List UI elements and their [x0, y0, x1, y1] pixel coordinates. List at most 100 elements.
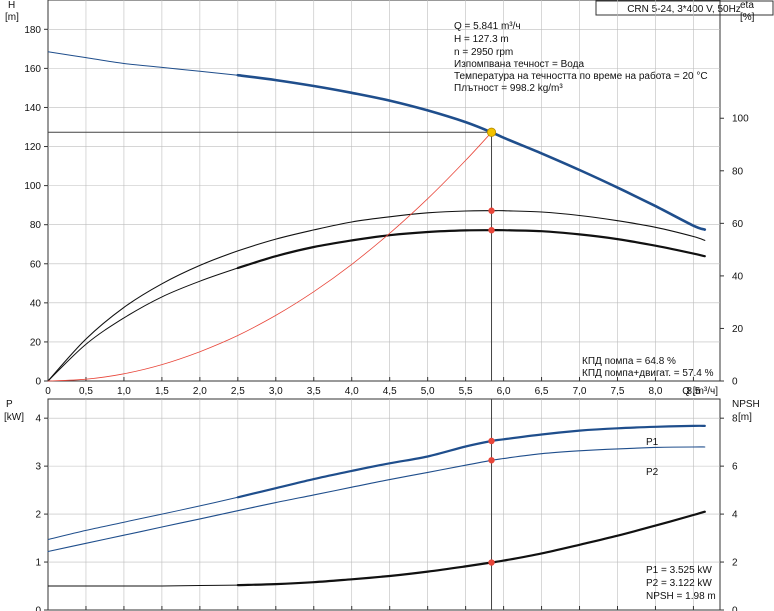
top-x-tick-label: 1,0	[117, 386, 131, 397]
series-npsh-thin	[47, 584, 238, 587]
top-x-tick-label: 1,5	[155, 386, 169, 397]
top-right-tick-label: 20	[732, 324, 744, 335]
top-x-tick-label: 5,0	[421, 386, 435, 397]
top-right-tick-label: 80	[732, 166, 744, 177]
duty-point-p1	[488, 437, 495, 445]
bottom-right-tick-label: 8	[732, 414, 738, 425]
info-eta-pump: КПД помпа = 64.8 %	[582, 356, 676, 367]
duty-point-eta-pump	[488, 207, 495, 214]
top-plot-area: 0 20 40 60 80 100 120 140 160 180 0 20 40 60 80 100 0 0,5…	[24, 0, 749, 397]
info-n: n = 2950 rpm	[454, 47, 513, 58]
bottom-left-tick-label: 3	[35, 462, 41, 473]
power-info: P1 = 3.525 kW P2 = 3.122 kW NPSH = 1.98 …	[646, 565, 716, 602]
top-right-axis-unit: [%]	[740, 12, 755, 23]
top-right-tick-label: 100	[732, 114, 749, 125]
top-x-tick-label: 4,0	[345, 386, 359, 397]
top-x-tick-label: 2,0	[193, 386, 207, 397]
bottom-left-tick-label: 1	[35, 558, 41, 569]
bottom-left-tick-label: 0	[35, 606, 41, 611]
top-right-tick-label: 0	[732, 377, 738, 388]
series-label-p2: P2	[646, 467, 659, 478]
top-left-tick-label: 140	[24, 103, 41, 114]
top-left-tick-label: 0	[35, 377, 41, 388]
top-x-tick-label: 3,5	[307, 386, 321, 397]
top-plot-frame	[47, 0, 721, 382]
top-left-axis-title: H	[8, 0, 15, 11]
series-system	[47, 131, 492, 382]
top-x-tick-label: 5,5	[459, 386, 473, 397]
duty-point-head	[486, 127, 497, 137]
top-x-tick-label: 0,5	[79, 386, 93, 397]
top-gridlines	[48, 0, 720, 381]
series-eta_pump	[47, 210, 706, 382]
efficiency-info: КПД помпа = 64.8 % КПД помпа+двигат. = 5…	[582, 356, 714, 379]
top-left-tick-label: 120	[24, 142, 41, 153]
bottom-operating-point	[488, 399, 495, 610]
top-right-axis-title: eta	[740, 0, 754, 11]
title-box	[595, 0, 774, 16]
top-left-tick-label: 100	[24, 181, 41, 192]
info-liquid: Изпомпвана течност = Вода	[454, 59, 584, 70]
info-q: Q = 5.841 m³/ч	[454, 21, 521, 32]
operating-info: Q = 5.841 m³/ч H = 127.3 m n = 2950 rpm …	[454, 21, 708, 94]
top-left-tick-label: 60	[30, 259, 42, 270]
top-left-tick-label: 80	[30, 220, 42, 231]
series-h-thin	[47, 51, 238, 76]
top-x-tick-label: 7,5	[611, 386, 625, 397]
bottom-left-tick-label: 4	[35, 414, 41, 425]
top-x-tick-label: 8,5	[686, 386, 700, 397]
top-x-tick-label: 6,5	[535, 386, 549, 397]
top-right-tick-label: 40	[732, 271, 744, 282]
bottom-left-tick-label: 2	[35, 510, 41, 521]
bottom-plot-area: 0 1 2 3 4 0 2 4 6 8	[35, 398, 738, 611]
top-x-tick-label: 3,0	[269, 386, 283, 397]
top-x-tick-label: 6,0	[497, 386, 511, 397]
series-p1	[236, 424, 706, 499]
info-eta-total: КПД помпа+двигат. = 57.4 %	[582, 368, 714, 379]
top-left-tick-label: 160	[24, 64, 41, 75]
top-x-tick-label: 8,0	[649, 386, 663, 397]
top-left-tick-label: 180	[24, 25, 41, 36]
info-p2: P2 = 3.122 kW	[646, 578, 712, 589]
duty-point-p2	[488, 457, 495, 464]
info-p1: P1 = 3.525 kW	[646, 565, 712, 576]
series-label-p1: P1	[646, 437, 659, 448]
top-series	[47, 51, 707, 382]
bottom-right-axis-unit: [m]	[738, 412, 752, 423]
bottom-left-axis-title: P	[6, 399, 13, 410]
top-axis-ticks: 0 20 40 60 80 100 120 140 160 180 0 20 40 60 80 100 0 0,5…	[24, 25, 749, 397]
series-npsh	[236, 510, 706, 587]
duty-point-npsh	[488, 559, 495, 566]
x-axis-label: Q [m³/ч]	[682, 386, 718, 397]
bottom-axis-ticks: 0 1 2 3 4 0 2 4 6 8	[35, 414, 738, 611]
top-left-tick-label: 40	[30, 298, 42, 309]
info-temperature: Температура на течността по време на раб…	[454, 70, 708, 82]
duty-point-eta-total	[488, 226, 495, 234]
bottom-right-axis-title: NPSH	[732, 399, 760, 410]
series-p2	[47, 446, 706, 553]
top-right-tick-label: 60	[732, 219, 744, 230]
series-eta_total-thin	[47, 267, 238, 382]
bottom-left-axis-unit: [kW]	[4, 412, 24, 423]
bottom-gridlines	[48, 399, 720, 610]
series-h	[236, 73, 707, 231]
top-x-tick-label: 7,0	[573, 386, 587, 397]
bottom-right-tick-label: 6	[732, 462, 738, 473]
top-x-tick-label: 0	[45, 386, 51, 397]
bottom-right-tick-label: 4	[732, 510, 738, 521]
info-density: Плътност = 998.2 kg/m³	[454, 83, 563, 94]
info-npsh: NPSH = 1.98 m	[646, 591, 716, 602]
top-left-axis-unit: [m]	[5, 12, 19, 23]
series-eta_total	[236, 228, 706, 270]
title-box-text: CRN 5-24, 3*400 V, 50Hz	[627, 4, 741, 15]
bottom-plot-frame	[47, 398, 721, 611]
top-x-tick-label: 2,5	[231, 386, 245, 397]
info-h: H = 127.3 m	[454, 34, 509, 45]
series-p1-thin	[47, 496, 238, 540]
top-x-tick-label: 4,5	[383, 386, 397, 397]
bottom-right-tick-label: 2	[732, 558, 738, 569]
bottom-right-tick-label: 0	[732, 606, 738, 611]
top-operating-point	[48, 127, 497, 381]
top-left-tick-label: 20	[30, 337, 42, 348]
